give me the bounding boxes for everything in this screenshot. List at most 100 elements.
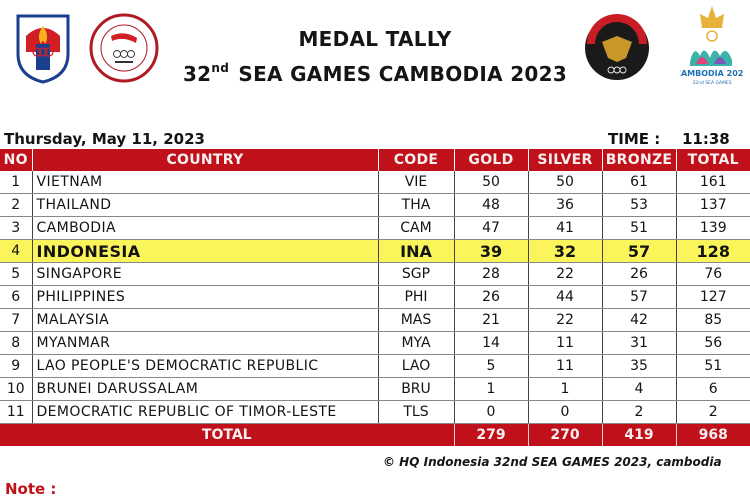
total-gold: 279 (453, 423, 528, 446)
cell-bronze: 53 (601, 193, 676, 217)
cell-gold: 39 (453, 239, 528, 263)
cell-gold: 50 (453, 171, 528, 194)
cell-bronze: 35 (601, 354, 676, 378)
cell-no: 2 (0, 193, 32, 217)
col-header-bronze: BRONZE (601, 149, 676, 171)
cell-total: 2 (675, 400, 750, 424)
title-event-number: 32 (182, 62, 212, 86)
total-silver: 270 (527, 423, 602, 446)
cell-total: 127 (675, 285, 750, 309)
cell-total: 6 (675, 377, 750, 401)
cell-no: 9 (0, 354, 32, 378)
cell-total: 161 (675, 171, 750, 194)
cell-code: MYA (377, 331, 454, 355)
title-event: 32nd SEA GAMES CAMBODIA 2023 (180, 61, 570, 86)
time-value: 11:38 (682, 130, 730, 148)
cell-no: 6 (0, 285, 32, 309)
cell-country: LAO PEOPLE'S DEMOCRATIC REPUBLIC (31, 354, 378, 378)
table-row: 9 LAO PEOPLE'S DEMOCRATIC REPUBLIC LAO 5… (0, 354, 750, 378)
cell-gold: 14 (453, 331, 528, 355)
table-row: 5 SINGAPORE SGP 28 22 26 76 (0, 262, 750, 286)
table-row: 7 MALAYSIA MAS 21 22 42 85 (0, 308, 750, 332)
cell-gold: 47 (453, 216, 528, 240)
total-label: TOTAL (0, 423, 454, 446)
table-row: 2 THAILAND THA 48 36 53 137 (0, 193, 750, 217)
title-event-name: SEA GAMES CAMBODIA 2023 (238, 62, 568, 86)
cell-code: VIE (377, 171, 454, 194)
cell-bronze: 42 (601, 308, 676, 332)
cell-silver: 22 (527, 308, 602, 332)
cell-code: CAM (377, 216, 454, 240)
cell-no: 11 (0, 400, 32, 424)
svg-text:CAMBODIA 2023: CAMBODIA 2023 (680, 69, 744, 78)
medal-table: NO COUNTRY CODE GOLD SILVER BRONZE TOTAL… (0, 149, 750, 446)
cell-total: 139 (675, 216, 750, 240)
cell-total: 76 (675, 262, 750, 286)
cell-silver: 36 (527, 193, 602, 217)
cell-silver: 0 (527, 400, 602, 424)
cell-bronze: 57 (601, 239, 676, 263)
col-header-country: COUNTRY (31, 149, 378, 171)
cell-country: THAILAND (31, 193, 378, 217)
total-total: 968 (675, 423, 750, 446)
table-row: 6 PHILIPPINES PHI 26 44 57 127 (0, 285, 750, 309)
cell-bronze: 31 (601, 331, 676, 355)
cell-country: BRUNEI DARUSSALAM (31, 377, 378, 401)
tim-indonesia-logo-icon (585, 14, 649, 80)
cell-no: 4 (0, 239, 32, 263)
cell-bronze: 51 (601, 216, 676, 240)
cell-silver: 50 (527, 171, 602, 194)
cell-code: SGP (377, 262, 454, 286)
kemenpora-logo-icon (16, 14, 70, 84)
cell-no: 10 (0, 377, 32, 401)
table-row: 1 VIETNAM VIE 50 50 61 161 (0, 171, 750, 194)
cell-bronze: 57 (601, 285, 676, 309)
cell-bronze: 4 (601, 377, 676, 401)
cell-silver: 32 (527, 239, 602, 263)
cell-country: VIETNAM (31, 171, 378, 194)
cell-total: 51 (675, 354, 750, 378)
cell-silver: 41 (527, 216, 602, 240)
cell-no: 8 (0, 331, 32, 355)
cell-total: 137 (675, 193, 750, 217)
cell-no: 1 (0, 171, 32, 194)
cell-country: PHILIPPINES (31, 285, 378, 309)
cell-bronze: 2 (601, 400, 676, 424)
cell-silver: 44 (527, 285, 602, 309)
cell-bronze: 61 (601, 171, 676, 194)
total-bronze: 419 (601, 423, 676, 446)
cell-silver: 1 (527, 377, 602, 401)
col-header-silver: SILVER (527, 149, 602, 171)
table-total-row: TOTAL 279 270 419 968 (0, 423, 750, 446)
sea-games-2023-logo-icon: CAMBODIA 2023 32nd SEA GAMES (680, 6, 744, 86)
cell-gold: 0 (453, 400, 528, 424)
table-row: 11 DEMOCRATIC REPUBLIC OF TIMOR-LESTE TL… (0, 400, 750, 424)
time-label: TIME : (608, 130, 661, 148)
note-label: Note : (5, 480, 57, 498)
cell-code: MAS (377, 308, 454, 332)
cell-code: THA (377, 193, 454, 217)
cell-country: INDONESIA (31, 239, 378, 263)
cell-code: LAO (377, 354, 454, 378)
cell-gold: 28 (453, 262, 528, 286)
cell-country: MYANMAR (31, 331, 378, 355)
cell-silver: 11 (527, 331, 602, 355)
col-header-code: CODE (377, 149, 454, 171)
cell-gold: 5 (453, 354, 528, 378)
col-header-no: NO (0, 149, 32, 171)
cell-gold: 48 (453, 193, 528, 217)
cell-gold: 26 (453, 285, 528, 309)
cell-country: DEMOCRATIC REPUBLIC OF TIMOR-LESTE (31, 400, 378, 424)
cell-code: TLS (377, 400, 454, 424)
cell-bronze: 26 (601, 262, 676, 286)
cell-gold: 21 (453, 308, 528, 332)
col-header-total: TOTAL (675, 149, 750, 171)
cell-country: MALAYSIA (31, 308, 378, 332)
table-row-highlighted: 4 INDONESIA INA 39 32 57 128 (0, 239, 750, 263)
cell-no: 7 (0, 308, 32, 332)
cell-country: SINGAPORE (31, 262, 378, 286)
cell-code: BRU (377, 377, 454, 401)
table-header-row: NO COUNTRY CODE GOLD SILVER BRONZE TOTAL (0, 149, 750, 171)
table-row: 8 MYANMAR MYA 14 11 31 56 (0, 331, 750, 355)
cell-country: CAMBODIA (31, 216, 378, 240)
